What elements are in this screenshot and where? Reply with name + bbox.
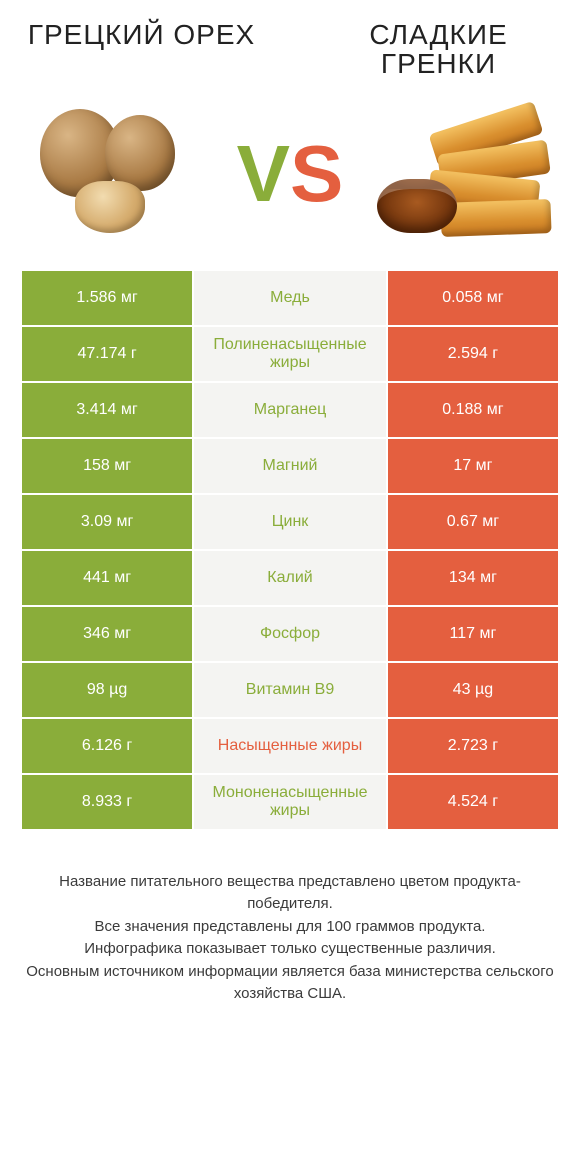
left-value: 346 мг xyxy=(21,606,193,662)
footer-line: Инфографика показывает только существенн… xyxy=(20,938,560,961)
right-value: 17 мг xyxy=(387,438,559,494)
right-value: 2.594 г xyxy=(387,326,559,382)
table-row: 98 µgВитамин B943 µg xyxy=(21,662,559,718)
hero-row: VS xyxy=(20,109,560,239)
right-value: 4.524 г xyxy=(387,774,559,830)
nutrient-name: Мононенасыщенные жиры xyxy=(193,774,387,830)
nutrient-name: Насыщенные жиры xyxy=(193,718,387,774)
right-value: 134 мг xyxy=(387,550,559,606)
left-value: 98 µg xyxy=(21,662,193,718)
footer-notes: Название питательного вещества представл… xyxy=(20,871,560,1006)
vs-v: V xyxy=(237,129,290,218)
table-row: 1.586 мгМедь0.058 мг xyxy=(21,270,559,326)
right-value: 117 мг xyxy=(387,606,559,662)
nutrient-name: Цинк xyxy=(193,494,387,550)
footer-line: Название питательного вещества представл… xyxy=(20,871,560,916)
left-value: 158 мг xyxy=(21,438,193,494)
vs-label: VS xyxy=(209,134,371,214)
right-value: 0.188 мг xyxy=(387,382,559,438)
right-product-title: СЛАДКИЕ ГРЕНКИ xyxy=(317,20,560,79)
left-value: 8.933 г xyxy=(21,774,193,830)
left-value: 1.586 мг xyxy=(21,270,193,326)
left-product-title: ГРЕЦКИЙ ОРЕХ xyxy=(20,20,263,49)
footer-line: Основным источником информации является … xyxy=(20,961,560,1006)
left-value: 47.174 г xyxy=(21,326,193,382)
right-value: 0.67 мг xyxy=(387,494,559,550)
left-value: 3.09 мг xyxy=(21,494,193,550)
table-row: 3.09 мгЦинк0.67 мг xyxy=(21,494,559,550)
walnut-icon xyxy=(35,109,195,239)
table-row: 8.933 гМононенасыщенные жиры4.524 г xyxy=(21,774,559,830)
comparison-table: 1.586 мгМедь0.058 мг47.174 гПолиненасыще… xyxy=(20,269,560,831)
titles-row: ГРЕЦКИЙ ОРЕХ СЛАДКИЕ ГРЕНКИ xyxy=(20,20,560,79)
table-row: 6.126 гНасыщенные жиры2.723 г xyxy=(21,718,559,774)
table-row: 3.414 мгМарганец0.188 мг xyxy=(21,382,559,438)
right-value: 2.723 г xyxy=(387,718,559,774)
nutrient-name: Фосфор xyxy=(193,606,387,662)
nutrient-name: Витамин B9 xyxy=(193,662,387,718)
vs-s: S xyxy=(290,129,343,218)
left-value: 3.414 мг xyxy=(21,382,193,438)
table-row: 158 мгМагний17 мг xyxy=(21,438,559,494)
toast-icon xyxy=(381,109,551,239)
left-value: 6.126 г xyxy=(21,718,193,774)
nutrient-name: Калий xyxy=(193,550,387,606)
nutrient-name: Марганец xyxy=(193,382,387,438)
infographic-root: ГРЕЦКИЙ ОРЕХ СЛАДКИЕ ГРЕНКИ VS 1.586 мгМ… xyxy=(0,0,580,1036)
table-row: 441 мгКалий134 мг xyxy=(21,550,559,606)
table-row: 346 мгФосфор117 мг xyxy=(21,606,559,662)
nutrient-name: Магний xyxy=(193,438,387,494)
nutrient-name: Полиненасыщенные жиры xyxy=(193,326,387,382)
left-value: 441 мг xyxy=(21,550,193,606)
right-product-image xyxy=(371,109,560,239)
right-value: 0.058 мг xyxy=(387,270,559,326)
right-value: 43 µg xyxy=(387,662,559,718)
table-row: 47.174 гПолиненасыщенные жиры2.594 г xyxy=(21,326,559,382)
left-product-image xyxy=(20,109,209,239)
nutrient-name: Медь xyxy=(193,270,387,326)
footer-line: Все значения представлены для 100 граммо… xyxy=(20,916,560,939)
